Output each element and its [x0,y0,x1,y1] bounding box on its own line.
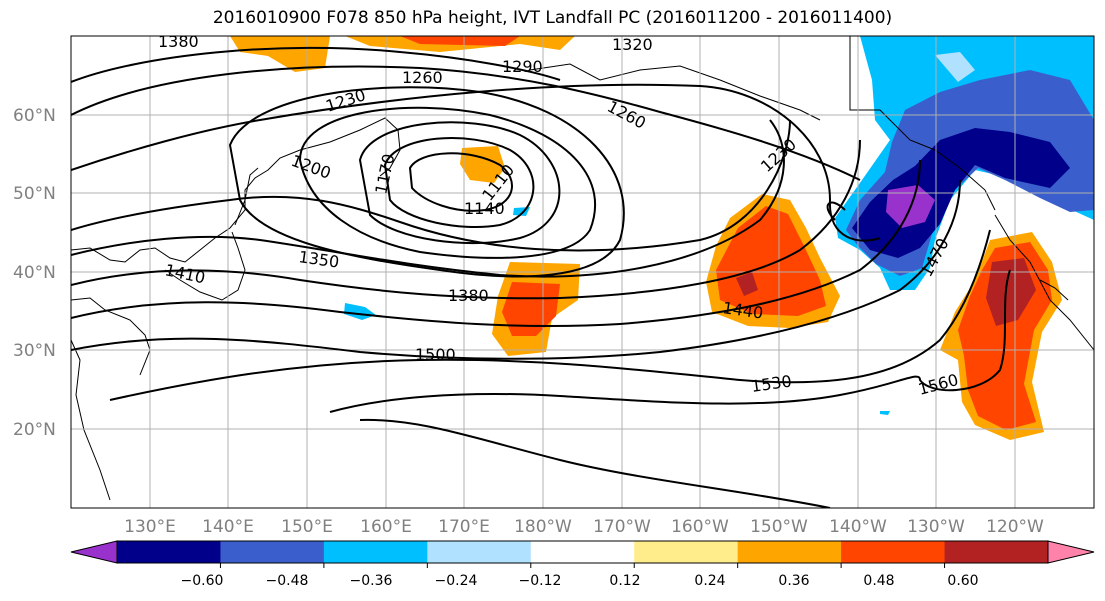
colorbar-tick-label: 0.24 [694,573,725,589]
lon-label: 130°W [907,517,965,537]
colorbar-tick-label: −0.60 [181,573,224,589]
colorbar-segment [530,541,635,563]
contour-label: 1290 [502,57,543,76]
colorbar-segment [323,541,428,563]
colorbar-segment [737,541,842,563]
colorbar-ticks [219,563,946,568]
longitude-labels: 130°E 140°E 150°E 160°E 170°E 180°W 170°… [124,517,1044,537]
lon-label: 160°E [360,517,412,537]
colorbar-tick-label: −0.48 [266,573,309,589]
map-title: 2016010900 F078 850 hPa height, IVT Land… [212,8,893,28]
lat-label: 30°N [13,341,56,361]
colorbar-segment [427,541,532,563]
lon-label: 160°W [671,517,729,537]
map-frame [70,35,1095,509]
height-contours [71,46,1011,508]
lat-label: 20°N [13,420,56,440]
colorbar-segment [634,541,739,563]
contour-label: 1380 [448,286,489,305]
lon-label: 140°E [202,517,254,537]
colorbar-tick-label: 0.36 [778,573,809,589]
lon-label: 150°E [281,517,333,537]
colorbar-segment [841,541,946,563]
lat-label: 60°N [13,106,56,126]
colorbar-left-extend [70,540,118,564]
colorbar-segment [220,541,325,563]
map-panel: 1380 1320 1290 1260 1230 1200 1170 1110 … [71,32,1094,508]
colorbar-tick-label: −0.24 [435,573,478,589]
colorbar-segments [117,541,1049,563]
contour-label: 1140 [464,199,505,218]
colorbar-segment [944,541,1049,563]
lat-label: 40°N [13,263,56,283]
contour-label: 1380 [158,32,199,51]
coastlines [71,36,1094,501]
positive-ivt-shading [230,36,1062,440]
colorbar-frame [116,540,1049,564]
contour-label: 1320 [612,35,653,54]
colorbar-tick-labels: −0.60 −0.48 −0.36 −0.24 −0.12 0.12 0.24 … [181,573,979,589]
lon-label: 170°W [593,517,651,537]
contour-label: 1500 [415,345,456,364]
colorbar-tick-label: 0.48 [863,573,894,589]
lon-label: 150°W [750,517,808,537]
colorbar-right-extend [1047,540,1095,564]
lon-label: 120°W [986,517,1044,537]
lat-label: 50°N [13,184,56,204]
latitude-labels: 60°N 50°N 40°N 30°N 20°N [13,106,56,440]
lon-label: 180°W [514,517,572,537]
colorbar-tick-label: −0.12 [519,573,562,589]
colorbar-tick-label: −0.36 [350,573,393,589]
lon-label: 130°E [124,517,176,537]
colorbar-segment [117,541,221,563]
colorbar: −0.60 −0.48 −0.36 −0.24 −0.12 0.12 0.24 … [70,540,1095,589]
lon-label: 170°E [438,517,490,537]
colorbar-tick-label: 0.60 [947,573,978,589]
contour-label: 1260 [402,68,443,87]
colorbar-tick-label: 0.12 [609,573,640,589]
lon-label: 140°W [829,517,887,537]
